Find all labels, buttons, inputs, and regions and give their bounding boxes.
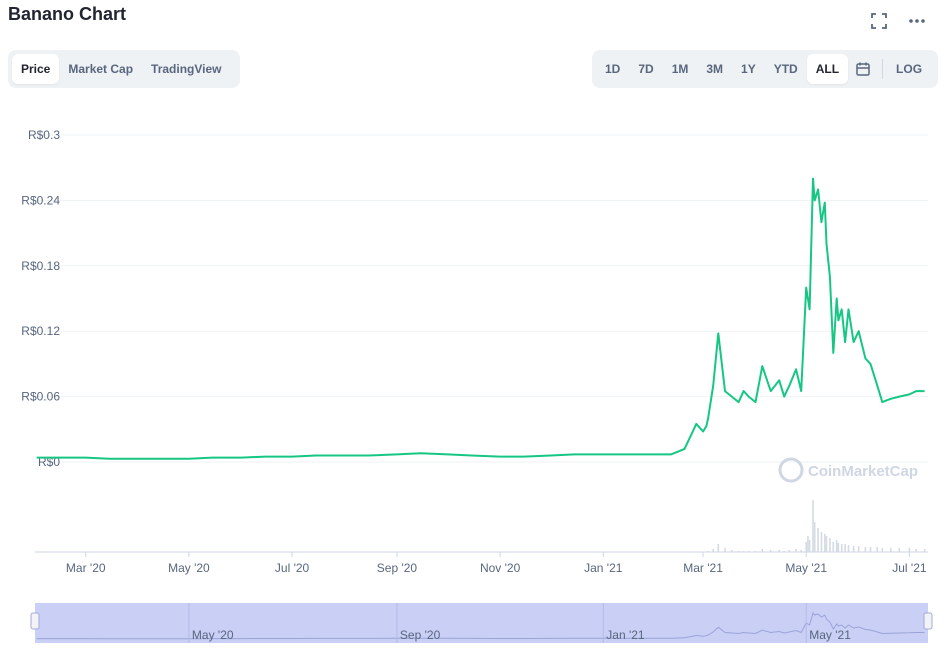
price-series-line bbox=[36, 177, 925, 460]
range-1d[interactable]: 1D bbox=[605, 62, 621, 76]
fullscreen-icon[interactable] bbox=[868, 10, 890, 32]
navigator-range bbox=[35, 603, 928, 643]
volume-bar bbox=[808, 540, 811, 552]
range-1y[interactable]: 1Y bbox=[741, 62, 756, 76]
y-tick-label: R$0.24 bbox=[21, 193, 60, 207]
volume-bar bbox=[805, 542, 808, 552]
volume-bar bbox=[813, 522, 816, 552]
volume-bar bbox=[731, 550, 733, 552]
volume-bar bbox=[869, 547, 872, 552]
volume-bar bbox=[898, 548, 901, 552]
volume-bar bbox=[817, 528, 819, 552]
range-3m[interactable]: 3M bbox=[706, 62, 724, 76]
tab-tradingview[interactable]: TradingView bbox=[151, 62, 222, 76]
volume-bar bbox=[724, 548, 726, 552]
log-toggle[interactable]: LOG bbox=[896, 62, 923, 76]
navigator-series-line bbox=[36, 611, 925, 640]
y-tick-label: R$0.3 bbox=[28, 128, 60, 142]
volume-bar bbox=[788, 550, 791, 552]
y-tick-label: R$0.18 bbox=[21, 259, 60, 273]
volume-bar bbox=[857, 546, 860, 552]
y-tick-label: R$0.06 bbox=[21, 390, 60, 404]
volume-bar bbox=[820, 532, 823, 552]
navigator-left-handle[interactable] bbox=[30, 612, 40, 630]
range-7d[interactable]: 7D bbox=[638, 62, 654, 76]
navigator-tick-label: Jan '21 bbox=[606, 628, 645, 642]
volume-bar bbox=[778, 550, 780, 552]
x-tick-label: May '21 bbox=[785, 561, 827, 575]
volume-bar bbox=[800, 550, 802, 552]
navigator-tick-label: Sep '20 bbox=[400, 628, 441, 642]
volume-bar bbox=[812, 500, 814, 552]
x-tick-label: Sep '20 bbox=[377, 561, 418, 575]
navigator-tick-label: May '20 bbox=[192, 628, 234, 642]
page-title: Banano Chart bbox=[8, 4, 127, 24]
x-tick-label: Nov '20 bbox=[480, 561, 521, 575]
x-tick-label: Jan '21 bbox=[584, 561, 623, 575]
y-tick-label: R$0.12 bbox=[21, 324, 60, 338]
volume-bar bbox=[847, 545, 850, 552]
range-1m[interactable]: 1M bbox=[671, 62, 689, 76]
tab-price[interactable]: Price bbox=[12, 54, 60, 84]
more-icon[interactable] bbox=[906, 10, 928, 32]
volume-bar bbox=[876, 547, 879, 552]
coinmarketcap-logo-icon bbox=[778, 457, 804, 483]
volume-bar bbox=[923, 549, 926, 552]
volume-bar bbox=[908, 548, 911, 552]
volume-bar bbox=[712, 549, 715, 552]
x-tick-label: Mar '20 bbox=[66, 561, 106, 575]
x-tick-label: May '20 bbox=[168, 561, 210, 575]
volume-bar bbox=[795, 549, 797, 552]
watermark-text: CoinMarketCap bbox=[808, 463, 918, 480]
volume-bar bbox=[717, 544, 720, 552]
watermark: CoinMarketCap bbox=[778, 457, 918, 483]
tab-market-cap[interactable]: Market Cap bbox=[68, 62, 134, 76]
volume-bar bbox=[761, 549, 764, 552]
volume-bar bbox=[832, 542, 835, 552]
volume-bar bbox=[915, 549, 917, 552]
volume-bar bbox=[840, 544, 843, 552]
volume-bar bbox=[864, 547, 867, 552]
volume-bar bbox=[889, 548, 892, 552]
navigator-right-handle[interactable] bbox=[923, 612, 933, 630]
x-tick-label: Mar '21 bbox=[683, 561, 723, 575]
range-all[interactable]: ALL bbox=[806, 54, 849, 84]
x-tick-label: Jul '21 bbox=[892, 561, 927, 575]
volume-bar bbox=[837, 543, 840, 552]
volume-bar bbox=[844, 544, 846, 552]
toolbar-divider bbox=[882, 59, 884, 79]
volume-bar bbox=[835, 540, 838, 552]
x-tick-label: Jul '20 bbox=[275, 561, 310, 575]
volume-bar bbox=[881, 548, 884, 552]
volume-bar bbox=[769, 550, 772, 552]
volume-bar bbox=[825, 536, 828, 552]
volume-bar bbox=[829, 538, 831, 552]
volume-bar bbox=[824, 534, 826, 552]
price-chart[interactable]: R$0R$0.06R$0.12R$0.18R$0.24R$0.3CoinMark… bbox=[0, 100, 949, 659]
volume-bar bbox=[852, 546, 855, 552]
calendar-icon[interactable] bbox=[848, 54, 878, 84]
view-tabs: Price Market Cap TradingView bbox=[8, 50, 240, 88]
range-tabs: 1D 7D 1M 3M 1Y YTD ALL LOG bbox=[592, 50, 938, 88]
range-ytd[interactable]: YTD bbox=[773, 62, 798, 76]
navigator-tick-label: May '21 bbox=[809, 628, 851, 642]
volume-bar bbox=[807, 536, 809, 552]
